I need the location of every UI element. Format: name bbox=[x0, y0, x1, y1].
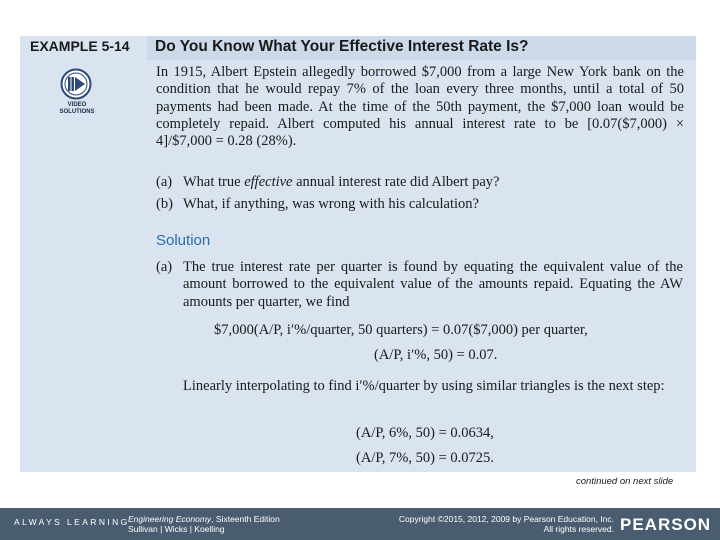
question-text-pre: What, if anything, was wrong with his ca… bbox=[183, 196, 479, 212]
solution-heading: Solution bbox=[156, 232, 211, 249]
solution-part-a-label: (a) bbox=[156, 259, 173, 275]
footer-copyright: Copyright ©2015, 2012, 2009 by Pearson E… bbox=[340, 514, 614, 534]
solution-part-a-text: The true interest rate per quarter is fo… bbox=[183, 259, 683, 310]
book-authors: Sullivan | Wicks | Koelling bbox=[128, 524, 225, 534]
video-caption-line1: VIDEO bbox=[67, 102, 87, 108]
problem-statement: In 1915, Albert Epstein allegedly borrow… bbox=[156, 64, 684, 150]
pearson-logo: PEARSON bbox=[620, 515, 712, 534]
example-label: EXAMPLE 5-14 bbox=[30, 38, 130, 54]
copyright-line-1: Copyright ©2015, 2012, 2009 by Pearson E… bbox=[398, 514, 614, 524]
interpolation-text: Linearly interpolating to find i′%/quart… bbox=[183, 378, 665, 394]
equation-2: (A/P, i′%, 50) = 0.07. bbox=[374, 347, 498, 363]
video-solutions-icon[interactable] bbox=[60, 68, 92, 100]
question-text-pre: What true bbox=[183, 174, 245, 190]
footer-book-info: Engineering Economy, Sixteenth Edition S… bbox=[128, 514, 280, 534]
video-solutions-caption: VIDEO SOLUTIONS bbox=[55, 102, 99, 116]
video-caption-line2: SOLUTIONS bbox=[59, 109, 95, 115]
book-title: Engineering Economy bbox=[128, 514, 212, 524]
equation-4: (A/P, 7%, 50) = 0.0725. bbox=[356, 450, 494, 466]
example-title: Do You Know What Your Effective Interest… bbox=[155, 38, 529, 55]
question-b: (b) What, if anything, was wrong with his… bbox=[156, 196, 684, 213]
equation-3: (A/P, 6%, 50) = 0.0634, bbox=[356, 425, 494, 441]
example-panel bbox=[20, 36, 696, 472]
problem-text: In 1915, Albert Epstein allegedly borrow… bbox=[156, 64, 684, 150]
copyright-line-2: All rights reserved. bbox=[543, 524, 614, 534]
equation-1: $7,000(A/P, i′%/quarter, 50 quarters) = … bbox=[214, 322, 588, 338]
question-text-post: annual interest rate did Albert pay? bbox=[292, 174, 500, 190]
question-label: (a) bbox=[156, 174, 173, 190]
footer-bar bbox=[0, 508, 720, 540]
example-title-bar bbox=[147, 36, 696, 60]
question-text-emphasis: effective bbox=[244, 174, 293, 190]
example-label-box bbox=[20, 36, 144, 60]
question-a: (a) What true effective annual interest r… bbox=[156, 174, 684, 191]
question-label: (b) bbox=[156, 196, 173, 212]
footer-brand: ALWAYS LEARNING bbox=[14, 517, 130, 527]
continued-note: continued on next slide bbox=[576, 476, 674, 487]
book-edition: , Sixteenth Edition bbox=[211, 514, 280, 524]
